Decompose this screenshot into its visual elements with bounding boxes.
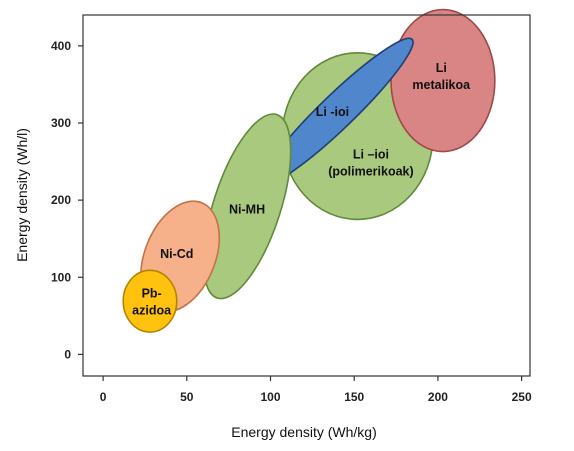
y-tick-label-1: 100 xyxy=(51,270,71,284)
x-tick-label-4: 200 xyxy=(428,390,448,404)
region-label-line-1-0: Li xyxy=(436,61,447,75)
region-label-2: Li -ioi xyxy=(316,105,349,119)
region-label-3: Ni-MH xyxy=(229,202,265,216)
region-label-line-0-0: Li –ioi xyxy=(353,148,389,162)
region-ellipse-3 xyxy=(202,113,292,300)
axes-layer: 0 50 100 150 200 250 0 100 200 300 400 xyxy=(51,14,532,404)
y-tick-label-3: 300 xyxy=(51,116,71,130)
plot-frame xyxy=(82,14,531,377)
region-label-5: Pb-azidoa xyxy=(132,286,172,317)
x-tick-label-0: 0 xyxy=(100,390,107,404)
region-label-line-0-1: (polimerikoak) xyxy=(328,165,413,179)
region-ellipse-5 xyxy=(122,269,178,333)
regions-layer: Li –ioi (polimerikoak) Li metalikoa Li -ioi N… xyxy=(122,8,496,333)
region-label-1: Li metalikoa xyxy=(412,61,471,92)
y-axis-title: Energy density (Wh/l) xyxy=(14,128,30,262)
region-label-line-1-1: metalikoa xyxy=(412,78,471,92)
x-tick-label-3: 150 xyxy=(344,390,364,404)
y-tick-label-2: 200 xyxy=(51,193,71,207)
region-ellipse-1 xyxy=(390,8,496,153)
y-tick-label-4: 400 xyxy=(51,39,71,53)
region-label-line-4-0: Ni-Cd xyxy=(160,247,193,261)
x-axis-title: Energy density (Wh/kg) xyxy=(231,424,377,440)
x-tick-label-1: 50 xyxy=(180,390,194,404)
region-label-line-2-0: Li -ioi xyxy=(316,105,349,119)
region-label-line-5-0: Pb- xyxy=(142,286,162,300)
region-label-line-5-1: azidoa xyxy=(132,303,172,317)
x-tick-label-5: 250 xyxy=(512,390,532,404)
region-label-line-3-0: Ni-MH xyxy=(229,202,265,216)
region-label-0: Li –ioi (polimerikoak) xyxy=(328,148,413,179)
y-tick-label-0: 0 xyxy=(64,347,71,361)
x-tick-label-2: 100 xyxy=(260,390,280,404)
region-label-4: Ni-Cd xyxy=(160,247,193,261)
